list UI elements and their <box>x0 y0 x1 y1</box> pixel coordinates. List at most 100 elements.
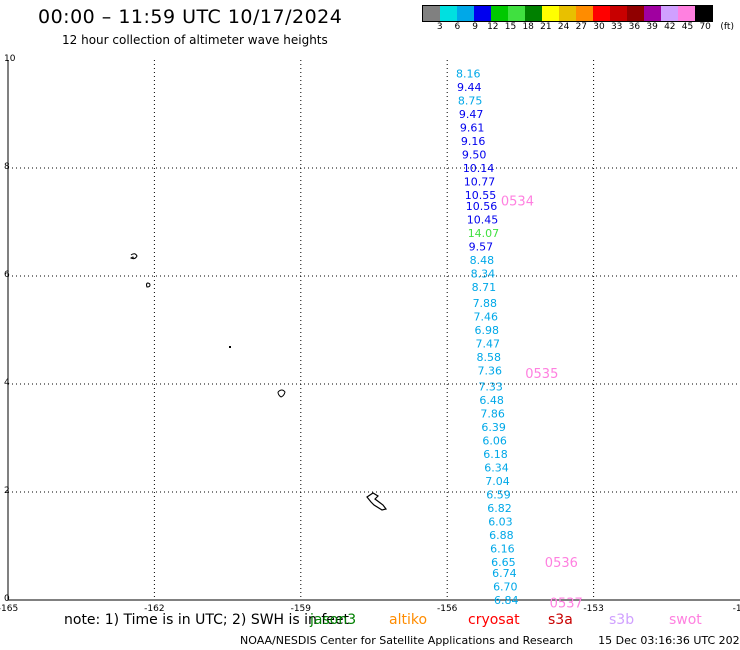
swh-value-label: 9.16 <box>461 135 486 148</box>
x-tick-label: -159 <box>291 604 312 614</box>
x-tick-label: -156 <box>437 604 458 614</box>
scale-swatch <box>423 6 440 21</box>
pass-id-label: 0537 <box>550 597 583 612</box>
x-tick-label: -15 <box>733 604 740 614</box>
scale-label: 27 <box>575 22 588 32</box>
scale-label: 3 <box>436 22 443 32</box>
swh-value-label: 6.39 <box>481 421 506 434</box>
scale-label: 39 <box>646 22 658 32</box>
scale-label: 6 <box>454 22 461 32</box>
y-tick-label: 6 <box>4 270 10 280</box>
y-tick-label: 2 <box>4 486 10 496</box>
scale-label: 15 <box>504 22 517 32</box>
pass-id-label: 0536 <box>545 556 578 571</box>
swh-value-label: 6.03 <box>488 516 513 529</box>
satellite-s3b: s3b <box>609 612 635 628</box>
x-tick-label: -165 <box>0 604 18 614</box>
swh-value-label: 10.77 <box>464 176 496 189</box>
swh-value-label: 8.71 <box>472 281 497 294</box>
swh-value-label: 9.44 <box>457 81 482 94</box>
scale-swatch <box>440 6 457 21</box>
y-tick-label: 10 <box>4 54 16 64</box>
scale-swatch <box>542 6 559 21</box>
scale-swatch <box>661 6 678 21</box>
swh-value-label: 14.07 <box>468 227 500 240</box>
swh-value-label: 7.47 <box>476 338 501 351</box>
satellite-cryosat: cryosat <box>468 612 520 628</box>
swh-value-label: 6.18 <box>483 448 508 461</box>
scale-label: 70 <box>699 22 711 32</box>
swh-value-label: 10.14 <box>463 162 495 175</box>
x-tick-label: -162 <box>144 604 164 614</box>
footer: NOAA/NESDIS Center for Satellite Applica… <box>240 634 740 647</box>
swh-value-label: 6.59 <box>486 489 511 502</box>
swh-value-label: 7.88 <box>473 297 498 310</box>
scale-swatch <box>525 6 542 21</box>
island-outline <box>146 282 151 288</box>
scale-label: 12 <box>487 22 499 32</box>
scale-swatch <box>678 6 695 21</box>
scale-swatch <box>491 6 508 21</box>
pass-id-label: 0534 <box>501 194 534 209</box>
pass-id-label: 0535 <box>525 367 558 382</box>
swh-value-label: 7.04 <box>485 475 510 488</box>
swh-value-label: 6.98 <box>475 324 500 337</box>
satellite-jason3: jason3 <box>310 612 357 628</box>
y-tick-label: 8 <box>4 162 10 172</box>
scale-label: 45 <box>681 22 694 32</box>
swh-value-label: 6.34 <box>484 462 509 475</box>
swh-value-label: 6.88 <box>489 529 513 542</box>
island-outline <box>229 346 231 348</box>
swh-value-label: 9.57 <box>469 240 494 253</box>
swh-value-label: 6.82 <box>487 502 512 515</box>
swh-value-label: 6.06 <box>482 435 507 448</box>
scale-label: 42 <box>664 22 676 32</box>
scale-swatch <box>508 6 525 21</box>
swh-value-label: 10.56 <box>466 200 498 213</box>
scale-label: 30 <box>593 22 605 32</box>
footer-timestamp: 15 Dec 03:16:36 UTC 2024 <box>598 634 740 647</box>
swh-value-label: 6.84 <box>494 594 518 607</box>
y-tick-label: 0 <box>4 594 10 604</box>
swh-value-label: 7.86 <box>480 408 505 421</box>
scale-label: 9 <box>472 22 478 32</box>
swh-value-label: 8.75 <box>458 95 483 108</box>
swh-value-label: 7.33 <box>478 381 503 394</box>
footer-credit: NOAA/NESDIS Center for Satellite Applica… <box>240 634 574 647</box>
scale-swatch <box>576 6 593 21</box>
map-subtitle: 12 hour collection of altimeter wave hei… <box>62 33 328 47</box>
scale-unit: (ft) <box>720 22 734 32</box>
swh-value-label: 7.46 <box>474 311 499 324</box>
note-text: note: 1) Time is in UTC; 2) SWH is in fe… <box>64 612 350 628</box>
swh-value-label: 6.70 <box>493 581 518 594</box>
island-outline <box>130 253 138 260</box>
satellite-swot: swot <box>669 612 702 628</box>
satellite-s3a: s3a <box>548 612 573 628</box>
scale-swatch <box>559 6 576 21</box>
island-outline <box>277 389 286 398</box>
satellite-altiko: altiko <box>389 612 428 628</box>
swh-value-label: 9.50 <box>462 149 487 162</box>
color-scale-swatches <box>422 5 713 22</box>
scale-swatch <box>474 6 491 21</box>
x-tick-label: -153 <box>583 604 603 614</box>
swh-value-label: 8.58 <box>476 351 501 364</box>
scale-label: 36 <box>628 22 641 32</box>
scale-label: 18 <box>522 22 534 32</box>
scale-label: 24 <box>557 22 570 32</box>
swh-value-label: 10.55 <box>465 189 497 202</box>
scale-swatch <box>457 6 474 21</box>
swh-value-label: 8.48 <box>470 254 495 267</box>
map-title: 00:00 – 11:59 UTC 10/17/2024 <box>38 6 343 28</box>
island-outline <box>366 492 388 511</box>
swh-value-label: 7.36 <box>477 365 502 378</box>
scale-label: 33 <box>610 22 623 32</box>
scale-swatch <box>644 6 661 21</box>
swh-value-label: 6.48 <box>479 394 504 407</box>
swh-value-label: 8.34 <box>471 267 496 280</box>
swh-value-label: 9.61 <box>460 122 485 135</box>
y-tick-label: 4 <box>4 378 10 388</box>
scale-swatch <box>695 6 712 21</box>
swh-value-label: 6.74 <box>492 567 517 580</box>
